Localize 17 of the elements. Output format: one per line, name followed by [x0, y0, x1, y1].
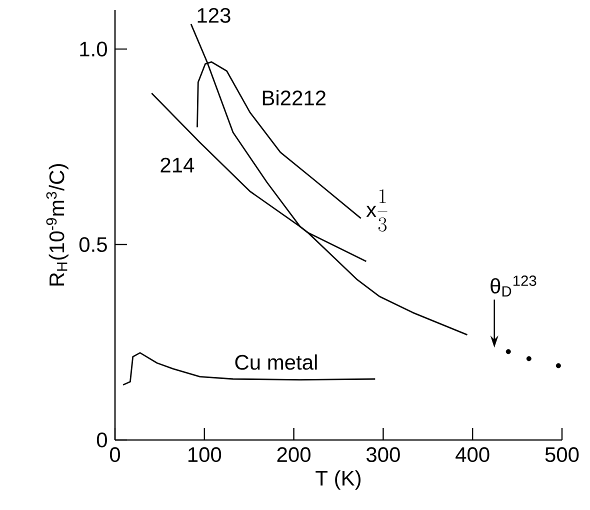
x-tick-label: 400: [456, 447, 490, 462]
x-tick-label: 100: [188, 447, 222, 462]
y-tick-label: 1.0: [80, 42, 107, 57]
y-tick-label: 0.5: [79, 237, 107, 252]
series-label: 214: [160, 158, 194, 172]
x-tick-label: 0: [110, 447, 120, 462]
annotation: θ$_{D}$123: [490, 276, 536, 296]
series-label: Cu metal: [235, 354, 317, 370]
y-axis-title: R$_{H}$(10$^{-9}$m$^{3}$/C): [46, 164, 68, 286]
x-axis-title: T (K): [316, 470, 361, 490]
y-tick-label: 0: [96, 432, 107, 448]
series-label: Bi2212: [262, 90, 326, 106]
series-label: 123: [198, 8, 230, 23]
x-tick-label: 200: [277, 447, 310, 462]
annotation: $\mathrm{x}\frac{1}{3}$: [366, 189, 388, 232]
x-tick-label: 300: [366, 447, 400, 462]
x-tick-label: 500: [545, 447, 579, 462]
